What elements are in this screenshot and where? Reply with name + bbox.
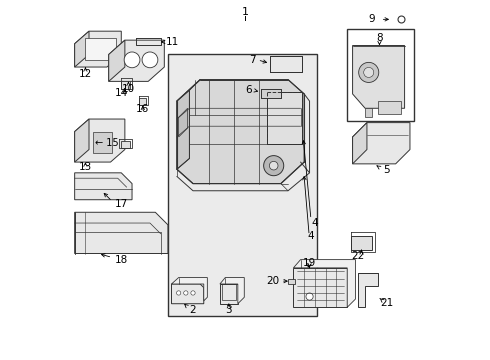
- Polygon shape: [177, 90, 190, 169]
- Bar: [93, 132, 112, 153]
- Polygon shape: [74, 31, 122, 67]
- Polygon shape: [220, 278, 245, 304]
- Polygon shape: [294, 260, 355, 307]
- Polygon shape: [353, 123, 410, 164]
- Polygon shape: [109, 40, 164, 81]
- Polygon shape: [74, 119, 89, 162]
- Polygon shape: [122, 81, 130, 89]
- Text: 10: 10: [122, 84, 135, 94]
- Polygon shape: [365, 108, 372, 117]
- Polygon shape: [122, 140, 130, 148]
- Text: 18: 18: [115, 255, 128, 265]
- Circle shape: [191, 291, 195, 295]
- Polygon shape: [136, 41, 161, 45]
- Text: 7: 7: [249, 55, 256, 65]
- Text: 16: 16: [136, 104, 149, 114]
- Text: 4: 4: [311, 218, 318, 228]
- Circle shape: [270, 161, 278, 170]
- Polygon shape: [172, 284, 204, 304]
- Bar: [347, 30, 414, 121]
- Text: 17: 17: [115, 199, 128, 210]
- Polygon shape: [353, 123, 367, 164]
- Text: 6: 6: [245, 85, 252, 95]
- Text: 4: 4: [307, 231, 314, 240]
- Polygon shape: [261, 89, 281, 98]
- Text: 2: 2: [190, 305, 196, 315]
- Polygon shape: [74, 119, 125, 162]
- Text: 5: 5: [383, 165, 390, 175]
- Bar: [168, 54, 317, 316]
- Polygon shape: [139, 98, 147, 105]
- Text: 22: 22: [351, 251, 365, 261]
- Polygon shape: [177, 80, 304, 184]
- Text: ← 15: ← 15: [95, 138, 119, 148]
- Polygon shape: [353, 45, 405, 108]
- Polygon shape: [294, 268, 347, 307]
- Text: 21: 21: [380, 298, 393, 308]
- Polygon shape: [74, 173, 132, 200]
- Text: 12: 12: [79, 69, 92, 79]
- Circle shape: [359, 62, 379, 82]
- Polygon shape: [378, 101, 401, 114]
- Text: 1: 1: [242, 7, 248, 17]
- Bar: [85, 39, 116, 60]
- Polygon shape: [109, 40, 125, 81]
- Text: 11: 11: [166, 37, 179, 47]
- Polygon shape: [172, 278, 207, 301]
- Circle shape: [124, 52, 140, 68]
- Text: 9: 9: [368, 14, 375, 24]
- Text: 3: 3: [225, 305, 232, 315]
- Bar: [270, 56, 302, 72]
- Text: 8: 8: [376, 33, 383, 43]
- Polygon shape: [220, 284, 238, 304]
- Polygon shape: [358, 273, 378, 307]
- Polygon shape: [74, 212, 168, 253]
- Text: 13: 13: [79, 162, 92, 172]
- Circle shape: [364, 67, 374, 77]
- Text: 14: 14: [115, 88, 128, 98]
- Text: 20: 20: [266, 276, 279, 286]
- Polygon shape: [179, 108, 188, 137]
- Circle shape: [142, 52, 158, 68]
- Polygon shape: [351, 235, 372, 250]
- Text: 19: 19: [303, 258, 316, 268]
- Circle shape: [306, 293, 313, 300]
- Polygon shape: [288, 279, 295, 284]
- Circle shape: [176, 291, 181, 295]
- Circle shape: [264, 156, 284, 176]
- Polygon shape: [74, 31, 89, 67]
- Circle shape: [184, 291, 188, 295]
- Bar: [267, 92, 302, 144]
